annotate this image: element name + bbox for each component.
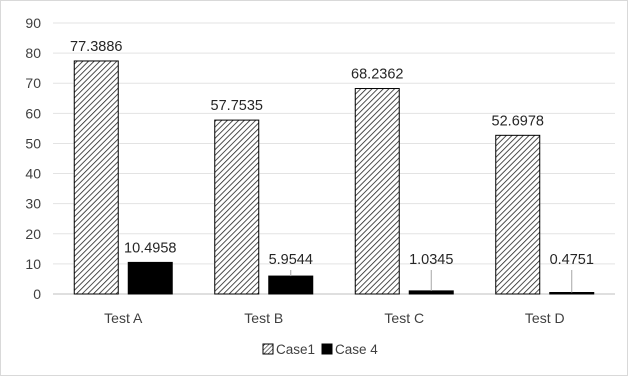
data-label: 5.9544 bbox=[269, 252, 313, 268]
bars bbox=[73, 60, 595, 295]
y-axis-ticks: 0 10 20 30 40 50 60 70 80 90 bbox=[25, 15, 41, 302]
x-category-label: Test A bbox=[104, 310, 143, 326]
bar-case4 bbox=[549, 292, 595, 295]
y-tick-label: 50 bbox=[25, 135, 41, 151]
y-tick-label: 30 bbox=[25, 196, 41, 212]
y-tick-label: 10 bbox=[25, 256, 41, 272]
data-labels: 77.3886 10.4958 57.7535 5.9544 68.2362 1.0345… bbox=[70, 39, 594, 293]
y-tick-label: 60 bbox=[25, 105, 41, 121]
bar-case1 bbox=[495, 134, 541, 295]
legend: Case1 Case 4 bbox=[262, 342, 378, 357]
data-label: 0.4751 bbox=[550, 252, 594, 268]
y-tick-label: 40 bbox=[25, 166, 41, 182]
y-tick-label: 90 bbox=[25, 15, 41, 31]
data-label: 1.0345 bbox=[409, 252, 453, 268]
x-category-label: Test B bbox=[244, 310, 283, 326]
bar-case4 bbox=[127, 261, 173, 295]
x-category-label: Test C bbox=[384, 310, 424, 326]
y-tick-label: 20 bbox=[25, 226, 41, 242]
y-tick-label: 80 bbox=[25, 45, 41, 61]
data-label: 68.2362 bbox=[351, 67, 403, 83]
x-category-label: Test D bbox=[525, 310, 565, 326]
bar-case1 bbox=[214, 119, 260, 295]
legend-entry: Case1 bbox=[276, 342, 315, 357]
legend-entry: Case 4 bbox=[335, 342, 378, 357]
bar-case4 bbox=[268, 275, 314, 295]
legend-swatch bbox=[262, 343, 274, 355]
legend-swatch bbox=[321, 343, 333, 355]
data-label: 77.3886 bbox=[70, 39, 122, 55]
bar-case4 bbox=[408, 290, 454, 295]
data-label: 52.6978 bbox=[492, 113, 544, 129]
y-tick-label: 70 bbox=[25, 75, 41, 91]
data-label: 10.4958 bbox=[124, 240, 176, 256]
data-label: 57.7535 bbox=[211, 98, 263, 114]
bar-case1 bbox=[354, 88, 400, 295]
bar-case1 bbox=[73, 60, 119, 295]
x-axis-categories: Test A Test B Test C Test D bbox=[104, 310, 564, 326]
y-tick-label: 0 bbox=[33, 286, 41, 302]
